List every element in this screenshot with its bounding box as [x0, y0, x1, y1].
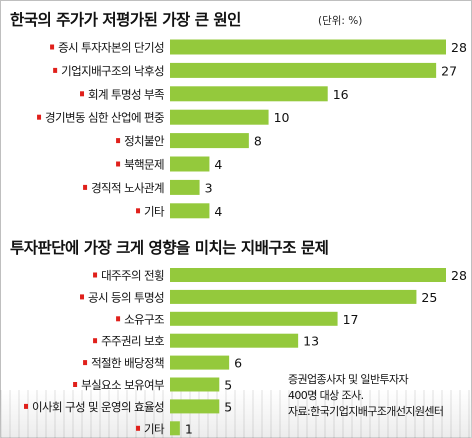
value-label: 1: [185, 421, 193, 436]
category-label: 소유구조: [124, 312, 164, 326]
footnote-line-3: 자료:한국기업지배구조개선지원센터: [288, 405, 444, 418]
category-label: 회계 투명성 부족: [88, 87, 164, 101]
value-label: 28: [451, 40, 467, 55]
category-label: 기타: [144, 204, 165, 218]
footnote-line-2: 400명 대상 조사.: [288, 389, 364, 402]
bullet-marker: [53, 67, 58, 73]
value-label: 13: [303, 334, 319, 349]
bullet-marker: [93, 272, 98, 278]
category-label: 북핵문제: [124, 158, 164, 172]
category-label: 정치불안: [124, 134, 165, 148]
bar: [170, 377, 220, 392]
bullet-marker: [116, 161, 121, 167]
chart-unit-label: (단위: %): [318, 15, 363, 27]
bar: [170, 133, 249, 149]
bar: [170, 62, 437, 78]
bar: [170, 333, 299, 348]
value-label: 4: [214, 204, 222, 219]
value-label: 6: [234, 356, 242, 371]
value-label: 5: [224, 399, 232, 414]
bar: [170, 268, 446, 282]
category-label: 기업지배구조의 낙후성: [61, 64, 164, 78]
category-label: 경직적 노사관계: [91, 181, 164, 195]
bar: [170, 399, 220, 414]
category-label: 이사회 구성 및 운영의 효율성: [32, 400, 164, 414]
bar: [170, 421, 180, 436]
chart-title-2: 투자판단에 가장 크게 영향을 미치는 지배구조 문제: [10, 236, 329, 258]
bar: [170, 289, 417, 304]
bullet-marker: [136, 208, 141, 214]
bullet-marker: [93, 338, 98, 344]
value-label: 16: [333, 87, 349, 102]
value-label: 10: [274, 110, 290, 125]
value-label: 25: [421, 290, 437, 305]
bullet-marker: [116, 138, 121, 144]
footnote: 증권업종사자 및 일반투자자 400명 대상 조사. 자료:한국기업지배구조개선…: [288, 372, 444, 420]
value-label: 28: [451, 268, 467, 283]
chart-title-1-text: 한국의 주가가 저평가된 가장 큰 원인: [10, 11, 241, 29]
value-label: 4: [214, 157, 222, 172]
bar: [170, 86, 328, 102]
bar: [170, 156, 210, 172]
value-label: 8: [254, 134, 262, 149]
category-label: 부실요소 보유여부: [81, 378, 164, 392]
chart-title-1: 한국의 주가가 저평가된 가장 큰 원인: [10, 8, 241, 30]
chart-title-2-text: 투자판단에 가장 크게 영향을 미치는 지배구조 문제: [10, 239, 329, 257]
bar: [170, 355, 230, 370]
category-label: 기타: [144, 422, 165, 436]
bullet-marker: [50, 44, 55, 50]
bar: [170, 311, 338, 326]
bullet-marker: [83, 184, 88, 190]
category-label: 적절한 배당정책: [91, 356, 164, 370]
category-label: 주주권리 보호: [101, 334, 164, 348]
category-label: 증시 투자자본의 단기성: [58, 41, 164, 55]
category-label: 대주주의 전횡: [101, 269, 164, 283]
category-label: 공시 등의 투명성: [88, 290, 164, 304]
bullet-marker: [80, 294, 85, 300]
footnote-line-1: 증권업종사자 및 일반투자자: [288, 373, 409, 386]
value-label: 5: [224, 378, 232, 393]
bullet-marker: [80, 91, 85, 97]
bar: [170, 39, 446, 55]
value-label: 3: [205, 180, 213, 195]
bar: [170, 109, 269, 125]
category-label: 경기변동 심한 산업에 편중: [45, 111, 164, 125]
bullet-marker: [136, 425, 141, 431]
bar: [170, 179, 200, 195]
value-label: 17: [343, 312, 359, 327]
value-label: 27: [441, 63, 457, 78]
bullet-marker: [83, 360, 88, 366]
bullet-marker: [24, 403, 29, 409]
bar: [170, 203, 210, 219]
bullet-marker: [37, 114, 42, 120]
bullet-marker: [116, 316, 121, 322]
bullet-marker: [73, 382, 78, 387]
